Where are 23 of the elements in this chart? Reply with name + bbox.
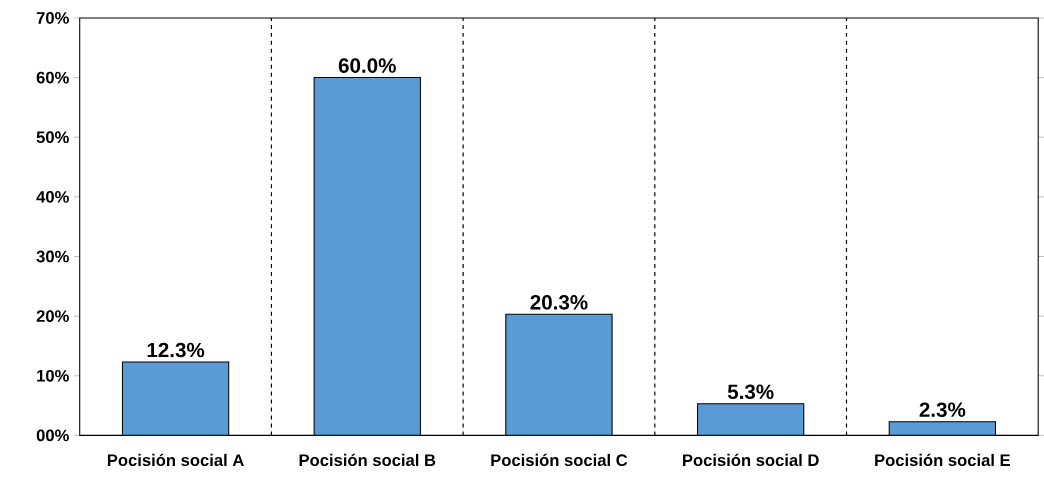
data-label: 60.0% (338, 58, 396, 73)
bar (313, 76, 421, 436)
data-label: 20.3% (530, 294, 588, 310)
bar (505, 313, 613, 436)
y-tick-label: 20% (36, 310, 69, 322)
data-label: 12.3% (147, 342, 205, 358)
x-tick-label: Pocisión social E (875, 453, 1010, 466)
bar (696, 403, 805, 436)
y-tick-label: 70% (36, 11, 69, 24)
y-tick-label: 00% (36, 429, 69, 442)
x-tick-label: Pocisión social A (107, 453, 244, 466)
bar (121, 361, 230, 436)
data-label: 2.3% (919, 402, 966, 417)
y-tick-label: 60% (36, 71, 69, 84)
x-tick-label: Pocisión social B (299, 453, 436, 466)
x-tick-label: Pocisión social D (683, 453, 819, 466)
data-label: 5.3% (727, 384, 774, 399)
y-tick-label: 10% (37, 369, 69, 382)
x-tick-label: Pocisión social C (491, 453, 628, 466)
bar (888, 421, 997, 436)
y-tick-label: 50% (36, 131, 69, 143)
y-tick-label: 30% (36, 250, 69, 263)
y-tick-label: 40% (36, 190, 69, 203)
